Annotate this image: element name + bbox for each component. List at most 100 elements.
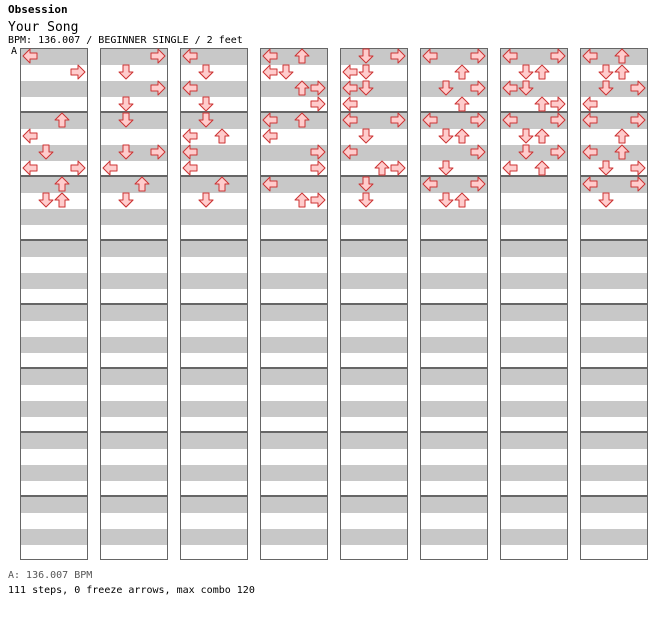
- arrow-left-icon: [502, 48, 518, 64]
- arrow-right-icon: [630, 176, 646, 192]
- arrow-right-icon: [550, 96, 566, 112]
- arrow-down-icon: [438, 192, 454, 208]
- measure-box: [580, 368, 648, 432]
- arrow-down-icon: [518, 80, 534, 96]
- measure-box: [180, 304, 248, 368]
- arrow-left-icon: [422, 112, 438, 128]
- arrow-up-icon: [374, 160, 390, 176]
- chart-column: [20, 48, 88, 560]
- arrow-left-icon: [422, 176, 438, 192]
- arrow-down-icon: [198, 192, 214, 208]
- arrow-right-icon: [310, 96, 326, 112]
- arrow-left-icon: [342, 144, 358, 160]
- arrow-up-icon: [614, 64, 630, 80]
- arrow-up-icon: [294, 112, 310, 128]
- chart-column: [580, 48, 648, 560]
- arrow-right-icon: [470, 176, 486, 192]
- arrow-left-icon: [582, 144, 598, 160]
- arrow-up-icon: [454, 192, 470, 208]
- arrow-up-icon: [134, 176, 150, 192]
- arrow-right-icon: [150, 144, 166, 160]
- arrow-left-icon: [182, 48, 198, 64]
- arrow-down-icon: [358, 64, 374, 80]
- arrow-left-icon: [182, 144, 198, 160]
- arrow-up-icon: [294, 192, 310, 208]
- arrow-down-icon: [598, 64, 614, 80]
- arrow-right-icon: [630, 160, 646, 176]
- arrow-left-icon: [582, 112, 598, 128]
- measure-box: [100, 368, 168, 432]
- arrow-left-icon: [342, 96, 358, 112]
- measure-box: [100, 176, 168, 240]
- measure-box: [180, 432, 248, 496]
- arrow-left-icon: [262, 64, 278, 80]
- arrow-right-icon: [550, 48, 566, 64]
- arrow-right-icon: [550, 112, 566, 128]
- arrow-left-icon: [182, 128, 198, 144]
- measure-box: [420, 240, 488, 304]
- arrow-right-icon: [630, 112, 646, 128]
- chart-column: [500, 48, 568, 560]
- arrow-right-icon: [470, 144, 486, 160]
- measure-box: [20, 432, 88, 496]
- measure-box: [340, 304, 408, 368]
- chart-column: [340, 48, 408, 560]
- measure-box: [580, 240, 648, 304]
- measure-box: [20, 176, 88, 240]
- arrow-down-icon: [438, 80, 454, 96]
- arrow-up-icon: [214, 176, 230, 192]
- arrow-up-icon: [54, 192, 70, 208]
- arrow-left-icon: [262, 48, 278, 64]
- arrow-up-icon: [534, 96, 550, 112]
- arrow-up-icon: [534, 128, 550, 144]
- measure-box: [500, 496, 568, 560]
- measure-box: [340, 496, 408, 560]
- arrow-left-icon: [182, 80, 198, 96]
- arrow-up-icon: [454, 64, 470, 80]
- arrow-right-icon: [550, 144, 566, 160]
- arrow-left-icon: [262, 112, 278, 128]
- arrow-down-icon: [358, 128, 374, 144]
- arrow-down-icon: [518, 128, 534, 144]
- arrow-down-icon: [438, 160, 454, 176]
- measure-box: [100, 432, 168, 496]
- arrow-up-icon: [454, 96, 470, 112]
- arrow-down-icon: [38, 192, 54, 208]
- arrow-right-icon: [150, 48, 166, 64]
- arrow-left-icon: [502, 112, 518, 128]
- arrow-right-icon: [390, 160, 406, 176]
- arrow-down-icon: [278, 64, 294, 80]
- arrow-down-icon: [118, 96, 134, 112]
- arrow-left-icon: [502, 160, 518, 176]
- measure-box: [500, 176, 568, 240]
- arrow-left-icon: [582, 176, 598, 192]
- arrow-right-icon: [310, 80, 326, 96]
- arrow-right-icon: [310, 192, 326, 208]
- arrow-up-icon: [294, 48, 310, 64]
- arrow-right-icon: [390, 112, 406, 128]
- bpm-legend: A: 136.007 BPM: [8, 570, 93, 581]
- arrow-right-icon: [630, 80, 646, 96]
- measure-box: [340, 176, 408, 240]
- arrow-left-icon: [22, 48, 38, 64]
- measure-box: [420, 304, 488, 368]
- arrow-up-icon: [54, 176, 70, 192]
- arrow-down-icon: [598, 80, 614, 96]
- chart-title: Obsession: [8, 3, 68, 16]
- arrow-up-icon: [614, 128, 630, 144]
- arrow-up-icon: [454, 128, 470, 144]
- arrow-down-icon: [118, 192, 134, 208]
- measure-box: [20, 240, 88, 304]
- arrow-right-icon: [470, 112, 486, 128]
- bpm-marker-label: A: [11, 46, 18, 57]
- measure-box: [580, 304, 648, 368]
- arrow-right-icon: [70, 64, 86, 80]
- arrow-right-icon: [390, 48, 406, 64]
- chart-column: [100, 48, 168, 560]
- measure-box: [420, 368, 488, 432]
- arrow-down-icon: [358, 48, 374, 64]
- song-name: Your Song: [8, 20, 79, 35]
- arrow-down-icon: [118, 112, 134, 128]
- arrow-left-icon: [182, 160, 198, 176]
- arrow-up-icon: [54, 112, 70, 128]
